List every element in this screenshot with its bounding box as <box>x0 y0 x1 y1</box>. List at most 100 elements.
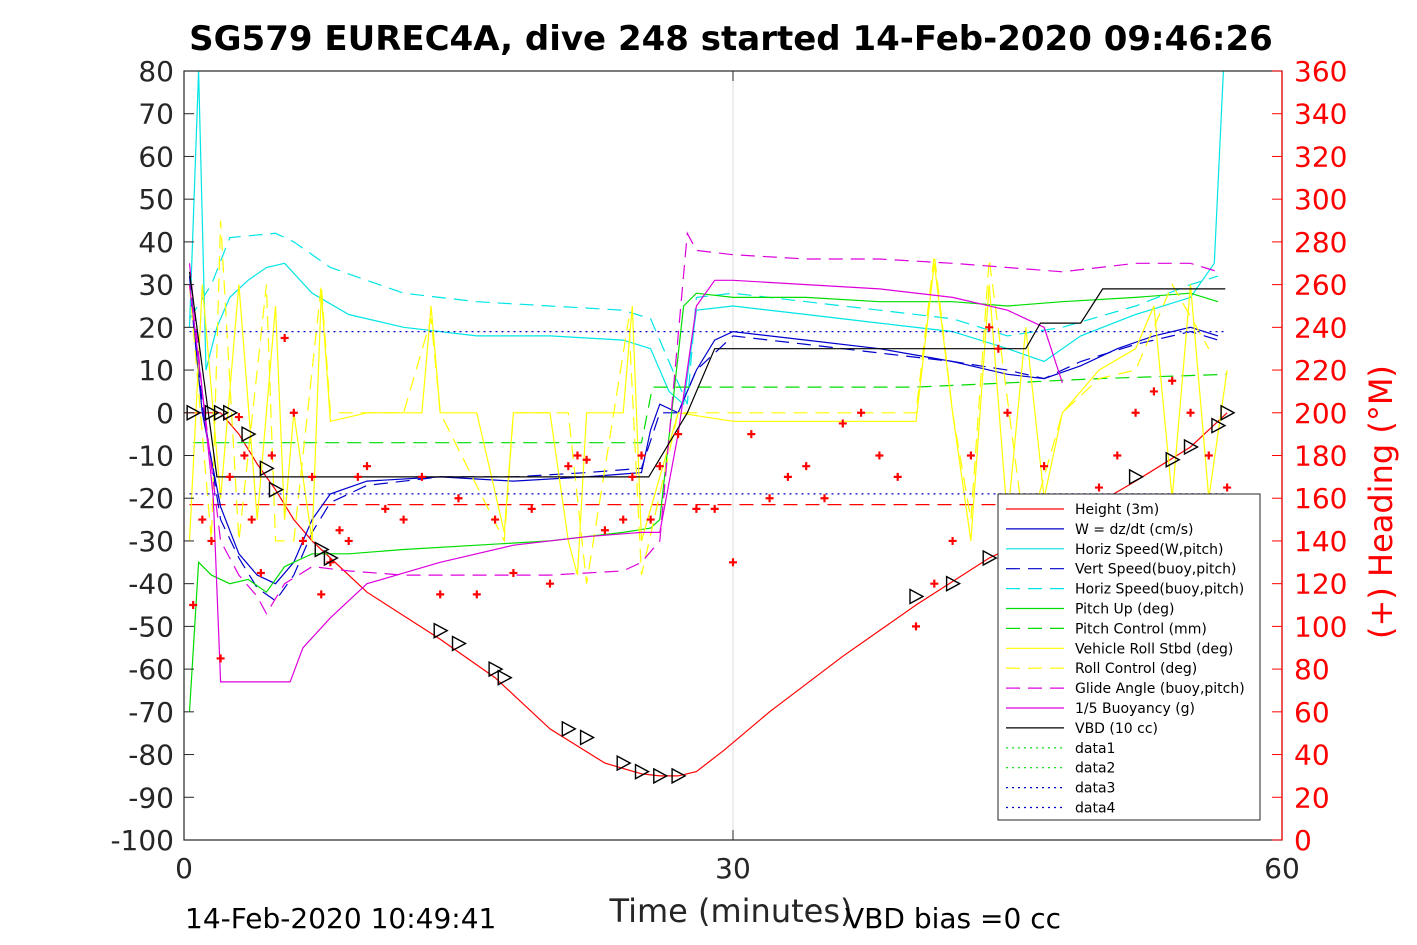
heading-point <box>317 590 326 599</box>
heading-point <box>674 430 683 439</box>
legend-label: data4 <box>1075 801 1116 817</box>
heading-point <box>985 323 994 332</box>
y-tick-label: -100 <box>110 824 174 857</box>
heading-point <box>966 451 975 460</box>
height-marker <box>616 754 632 772</box>
height-marker <box>241 425 257 443</box>
y2-tick-label: 200 <box>1294 397 1347 430</box>
legend-label: 1/5 Buoyancy (g) <box>1075 701 1195 717</box>
height-marker <box>323 549 339 567</box>
y-tick-label: 60 <box>138 140 174 173</box>
heading-point <box>256 568 265 577</box>
heading-point <box>1204 451 1213 460</box>
heading-point <box>344 536 353 545</box>
y-tick-label: -60 <box>128 653 174 686</box>
heading-point <box>436 590 445 599</box>
heading-point <box>353 472 362 481</box>
y2-tick-label: 80 <box>1294 653 1330 686</box>
series-line <box>188 232 1219 405</box>
y-tick-label: -20 <box>128 482 174 515</box>
heading-point <box>417 472 426 481</box>
y2-tick-label: 160 <box>1294 482 1347 515</box>
heading-point <box>247 515 256 524</box>
height-marker <box>213 404 230 421</box>
axis-layer: 0 30 6080706050403020100-10-20-30-40-50-60… <box>110 55 1347 885</box>
heading-point <box>747 430 756 439</box>
x-axis-label: Time (minutes) <box>609 892 853 930</box>
heading-point <box>783 472 792 481</box>
y2-tick-label: 20 <box>1294 781 1330 814</box>
y2-tick-label: 300 <box>1294 183 1347 216</box>
heading-point <box>298 536 307 545</box>
heading-point <box>308 472 317 481</box>
height-marker <box>497 669 513 686</box>
height-marker <box>1128 468 1145 486</box>
height-marker <box>561 720 577 738</box>
legend-label: VBD (10 cc) <box>1075 721 1158 737</box>
heading-point <box>1186 408 1195 417</box>
heading-point <box>472 590 481 599</box>
series-layer <box>184 70 1228 777</box>
height-marker <box>945 575 962 592</box>
heading-point <box>1113 451 1122 460</box>
marker-layer <box>186 404 1236 785</box>
height-marker <box>204 404 220 421</box>
legend-label: data3 <box>1075 781 1115 797</box>
legend-label: Vert Speed(buoy,pitch) <box>1075 562 1237 578</box>
heading-point <box>225 472 234 481</box>
height-marker <box>268 481 284 498</box>
series-line <box>188 284 1219 585</box>
legend: Height (3m) W = dz/dt (cm/s) Horiz Speed(W… <box>997 493 1261 821</box>
legend-label: Roll Control (deg) <box>1075 661 1197 677</box>
heading-point <box>1149 387 1158 396</box>
height-marker <box>259 460 275 477</box>
height-marker <box>653 767 669 785</box>
heading-point <box>198 515 207 524</box>
heading-point <box>710 504 719 513</box>
heading-point <box>1131 408 1140 417</box>
heading-point <box>234 413 243 422</box>
y-tick-label: -90 <box>128 781 174 814</box>
legend-label: W = dz/dt (cm/s) <box>1075 522 1194 538</box>
y-tick-label: -50 <box>128 610 174 643</box>
y2-tick-label: 280 <box>1294 226 1347 259</box>
heading-point <box>600 526 609 535</box>
height-marker <box>909 588 925 605</box>
legend-label: Horiz Speed(W,pitch) <box>1075 542 1223 558</box>
y-tick-label: 20 <box>138 311 174 344</box>
y2-tick-label: 120 <box>1294 568 1347 601</box>
y-tick-label: -30 <box>128 525 174 558</box>
legend-label: Glide Angle (buoy,pitch) <box>1075 681 1245 697</box>
heading-point <box>335 526 344 535</box>
height-marker <box>671 767 687 785</box>
y-tick-label: -10 <box>128 440 174 473</box>
y2-tick-label: 360 <box>1294 55 1347 88</box>
heading-point <box>802 462 811 471</box>
height-marker <box>314 541 330 558</box>
heading-point <box>857 408 866 417</box>
heading-point <box>527 504 536 513</box>
y2-tick-label: 100 <box>1294 610 1347 643</box>
y2-tick-label: 320 <box>1294 140 1347 173</box>
footer-timestamp: 14-Feb-2020 10:49:41 <box>185 902 496 935</box>
y-tick-label: 10 <box>138 354 174 387</box>
x-tick-label: 30 <box>715 852 751 885</box>
heading-point <box>994 344 1003 353</box>
series-line <box>188 231 1219 615</box>
legend-label: Pitch Up (deg) <box>1075 602 1174 618</box>
series-line <box>193 373 1228 444</box>
legend-label: Height (3m) <box>1075 502 1159 518</box>
series-line <box>188 70 1224 406</box>
height-marker <box>223 404 239 421</box>
height-marker <box>1165 451 1181 468</box>
heading-point <box>875 451 884 460</box>
series-line <box>188 220 1210 584</box>
heading-point <box>491 515 500 524</box>
heading-point <box>838 419 847 428</box>
y-tick-label: 40 <box>138 226 174 259</box>
legend-label: Pitch Control (mm) <box>1075 621 1207 637</box>
heading-point <box>189 601 198 610</box>
heading-point <box>1003 408 1012 417</box>
